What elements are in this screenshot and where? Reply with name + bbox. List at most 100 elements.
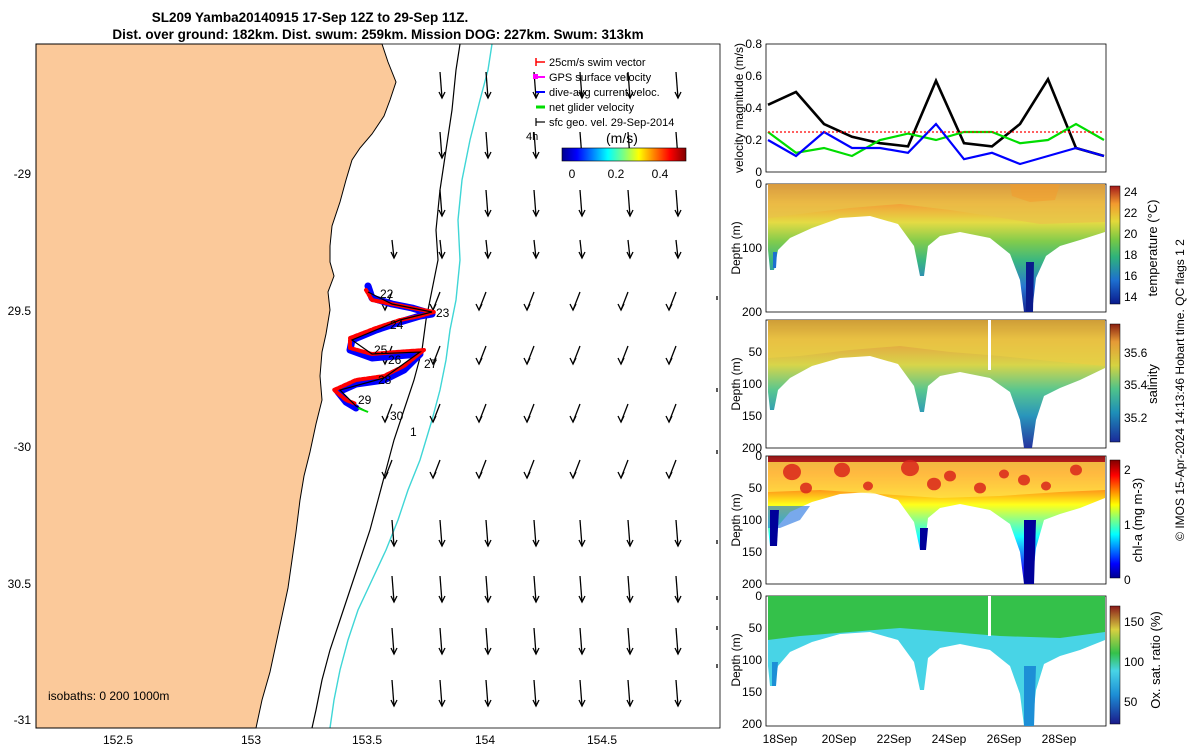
velocity-arrowhead bbox=[617, 303, 625, 312]
oxygen-colorbar bbox=[1109, 605, 1121, 725]
cbar-tick: 0 bbox=[1124, 573, 1131, 587]
velocity-arrowhead bbox=[390, 595, 398, 604]
velocity-arrowhead bbox=[475, 471, 483, 480]
velocity-arrowhead bbox=[390, 251, 398, 260]
chl-maximum bbox=[999, 469, 1009, 479]
velocity-arrowhead bbox=[429, 357, 437, 366]
legend-label: GPS surface velocity bbox=[549, 72, 652, 84]
chl-maximum bbox=[974, 482, 986, 494]
oxygen-section bbox=[765, 595, 1121, 727]
cbar-tick: 22 bbox=[1124, 206, 1138, 220]
velocity-arrow bbox=[627, 627, 631, 655]
map-legend: 25cm/s swim vector GPS surface velocity … bbox=[526, 57, 687, 181]
velocity-arrow bbox=[485, 575, 489, 603]
velocity-arrowhead bbox=[438, 251, 446, 260]
depth-tick: 50 bbox=[749, 481, 763, 495]
depth-ylabel: Depth (m) bbox=[729, 493, 743, 546]
legend-gps-velocity: GPS surface velocity bbox=[533, 72, 652, 84]
cbar-tick: 150 bbox=[1124, 615, 1144, 629]
depth-tick: 200 bbox=[742, 717, 762, 731]
velocity-arrow bbox=[439, 239, 443, 259]
velocity-arrowhead bbox=[626, 91, 634, 100]
velocity-arrowhead bbox=[429, 471, 437, 480]
isobath-label: isobaths: 0 200 1000m bbox=[48, 689, 169, 703]
velocity-arrowhead bbox=[484, 209, 492, 218]
velocity-arrow bbox=[675, 575, 679, 603]
map-panel: 22 23 24 25 26 27 28 29 30 1 25cm/s swim… bbox=[8, 43, 721, 747]
velocity-arrow bbox=[439, 189, 443, 217]
velocity-arrowhead bbox=[674, 699, 682, 708]
temperature-colorbar bbox=[1109, 185, 1121, 305]
lon-tick: 152.5 bbox=[103, 733, 133, 747]
lon-tick: 154 bbox=[475, 733, 495, 747]
depth-tick: 100 bbox=[742, 377, 762, 391]
velocity-arrowhead bbox=[523, 357, 531, 366]
velocity-arrowhead bbox=[475, 415, 483, 424]
velocity-arrowhead bbox=[626, 251, 634, 260]
velocity-arrowhead bbox=[390, 699, 398, 708]
chl-maximum bbox=[863, 481, 873, 491]
lat-tick: 30.5 bbox=[8, 577, 32, 591]
velocity-arrow bbox=[627, 239, 631, 259]
salinity-section bbox=[765, 319, 1121, 449]
velocity-plot-area bbox=[765, 43, 1107, 173]
velocity-arrowhead bbox=[438, 539, 446, 548]
vel-ytick: 0.8 bbox=[745, 37, 762, 51]
day-label-29: 29 bbox=[358, 393, 372, 407]
velocity-chart: 0 0.2 0.4 0.6 0.8 velocity magnitude (m/… bbox=[732, 37, 1107, 179]
velocity-arrowhead bbox=[578, 539, 586, 548]
velocity-arrowhead bbox=[665, 303, 673, 312]
depth-tick: 50 bbox=[749, 345, 763, 359]
velocity-arrow bbox=[627, 679, 631, 707]
velocity-arrowhead bbox=[532, 647, 540, 656]
land-area bbox=[35, 43, 397, 729]
vel-ytick: 0.4 bbox=[745, 101, 762, 115]
depth-tick: 150 bbox=[742, 409, 762, 423]
velocity-arrowhead bbox=[617, 471, 625, 480]
depth-axis-labels: Depth (m) Depth (m) Depth (m) Depth (m) bbox=[729, 221, 743, 686]
velocity-arrow bbox=[391, 519, 395, 547]
colorbar-tick: 0 bbox=[569, 167, 576, 181]
velocity-arrowhead bbox=[665, 357, 673, 366]
velocity-arrowhead bbox=[569, 357, 577, 366]
velocity-arrow bbox=[675, 519, 679, 547]
chl-maximum bbox=[927, 477, 941, 491]
lon-tick: 153.5 bbox=[352, 733, 382, 747]
legend-label: 25cm/s swim vector bbox=[549, 57, 646, 69]
velocity-arrow bbox=[485, 189, 489, 217]
depth-tick: 100 bbox=[742, 653, 762, 667]
legend-label: dive-avg current veloc. bbox=[549, 87, 660, 99]
cbar-tick: 18 bbox=[1124, 248, 1138, 262]
velocity-arrow bbox=[579, 71, 583, 99]
velocity-arrowhead bbox=[429, 415, 437, 424]
velocity-arrow bbox=[627, 519, 631, 547]
cbar-tick: 14 bbox=[1124, 290, 1138, 304]
temperature-cbar-label: temperature (°C) bbox=[1145, 200, 1160, 297]
velocity-arrow bbox=[485, 627, 489, 655]
day-label-25: 25 bbox=[374, 343, 388, 357]
chl-maximum bbox=[800, 482, 812, 494]
velocity-arrowhead bbox=[674, 251, 682, 260]
velocity-arrow bbox=[533, 679, 537, 707]
velocity-arrowhead bbox=[484, 539, 492, 548]
cbar-tick: 20 bbox=[1124, 227, 1138, 241]
cbar-tick: 1 bbox=[1124, 518, 1131, 532]
velocity-arrowhead bbox=[523, 303, 531, 312]
date-tick: 24Sep bbox=[932, 732, 967, 746]
velocity-arrowhead bbox=[381, 415, 389, 424]
vel-ytick: 0 bbox=[755, 165, 762, 179]
cbar-tick: 100 bbox=[1124, 655, 1144, 669]
day-labels: 22 23 24 25 26 27 28 29 30 1 bbox=[358, 287, 450, 439]
cbar-tick: 16 bbox=[1124, 269, 1138, 283]
velocity-arrowhead bbox=[390, 539, 398, 548]
velocity-yticks: 0 0.2 0.4 0.6 0.8 bbox=[745, 37, 762, 179]
depth-ylabel: Depth (m) bbox=[729, 357, 743, 410]
isobath-1000m bbox=[329, 43, 493, 729]
chl-maximum bbox=[901, 459, 919, 477]
velocity-arrow bbox=[579, 189, 583, 217]
velocity-arrowhead bbox=[674, 647, 682, 656]
velocity-arrow bbox=[533, 575, 537, 603]
legend-swim-vector: 25cm/s swim vector bbox=[535, 57, 646, 69]
velocity-arrowhead bbox=[569, 415, 577, 424]
velocity-arrowhead bbox=[578, 595, 586, 604]
